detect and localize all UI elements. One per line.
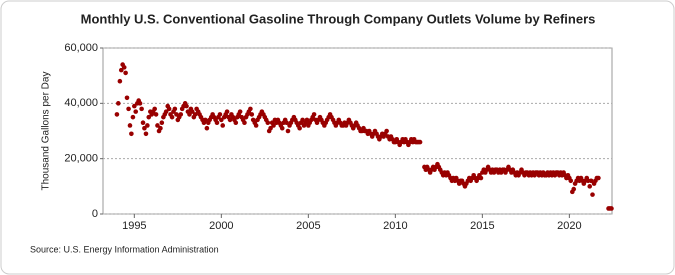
- data-point: [233, 120, 239, 125]
- data-point: [192, 112, 198, 117]
- data-point: [121, 65, 127, 70]
- data-point: [384, 128, 389, 134]
- data-point: [590, 192, 595, 197]
- y-tick-label: 0: [92, 208, 98, 220]
- data-point: [123, 70, 128, 76]
- data-point: [220, 123, 226, 128]
- data-point: [271, 123, 276, 128]
- x-tick-label: 2015: [470, 220, 494, 232]
- data-point: [297, 125, 302, 131]
- data-point: [587, 184, 593, 189]
- source: Source: U.S. Energy Information Administ…: [30, 244, 219, 254]
- data-point: [133, 109, 139, 114]
- data-point: [204, 125, 210, 131]
- data-point: [203, 117, 208, 123]
- data-point: [117, 78, 123, 84]
- data-point: [217, 112, 223, 117]
- data-point: [268, 125, 273, 131]
- data-point: [114, 112, 120, 117]
- plot-area: [102, 47, 613, 215]
- data-point: [158, 125, 163, 131]
- y-tick-label: 40,000: [64, 97, 98, 109]
- data-point: [163, 109, 169, 114]
- x-tick-label: 1995: [122, 220, 146, 232]
- data-point: [132, 103, 137, 109]
- data-point: [155, 123, 160, 128]
- data-point: [609, 206, 614, 211]
- data-point: [571, 186, 577, 192]
- data-point: [248, 106, 253, 112]
- y-axis-label: Thousand Gallons per Day: [41, 72, 52, 191]
- data-point: [417, 139, 423, 145]
- data-point: [478, 175, 484, 181]
- data-point: [568, 178, 574, 184]
- data-point: [172, 106, 178, 112]
- data-point: [311, 112, 317, 117]
- data-point: [129, 131, 134, 137]
- data-point: [214, 120, 220, 125]
- data-point: [178, 112, 184, 117]
- data-point: [127, 123, 133, 128]
- data-point: [166, 106, 172, 112]
- data-point: [219, 117, 224, 123]
- data-point: [227, 117, 233, 123]
- data-point: [189, 109, 195, 114]
- y-tick-label: 60,000: [64, 42, 98, 54]
- data-point: [145, 123, 150, 128]
- data-point: [126, 106, 131, 112]
- data-point: [253, 123, 259, 128]
- data-point: [142, 125, 147, 131]
- data-point: [139, 106, 144, 112]
- data-point: [279, 125, 285, 131]
- data-point: [140, 120, 146, 125]
- data-point: [153, 112, 159, 117]
- data-point: [124, 95, 130, 101]
- data-point: [249, 112, 255, 117]
- data-point: [159, 120, 165, 125]
- data-point: [284, 120, 289, 125]
- x-tick-label: 2010: [383, 220, 407, 232]
- data-point: [152, 106, 157, 112]
- data-point: [137, 101, 143, 106]
- data-point: [116, 101, 121, 106]
- data-point: [596, 175, 601, 181]
- data-point: [118, 67, 124, 73]
- data-point: [143, 131, 149, 137]
- x-tick-label: 2005: [296, 220, 320, 232]
- data-point: [242, 120, 247, 125]
- x-tick-label: 2020: [557, 220, 581, 232]
- chart-title: Monthly U.S. Conventional Gasoline Throu…: [81, 11, 596, 26]
- data-point: [588, 178, 594, 184]
- y-tick-label: 20,000: [64, 153, 98, 165]
- x-tick-label: 2000: [209, 220, 233, 232]
- data-point: [224, 109, 230, 114]
- data-point: [265, 120, 271, 125]
- data-point: [146, 114, 152, 120]
- data-point: [237, 109, 243, 114]
- data-point: [130, 114, 136, 120]
- data-point: [285, 128, 291, 134]
- data-point: [184, 103, 189, 109]
- data-point: [169, 114, 175, 120]
